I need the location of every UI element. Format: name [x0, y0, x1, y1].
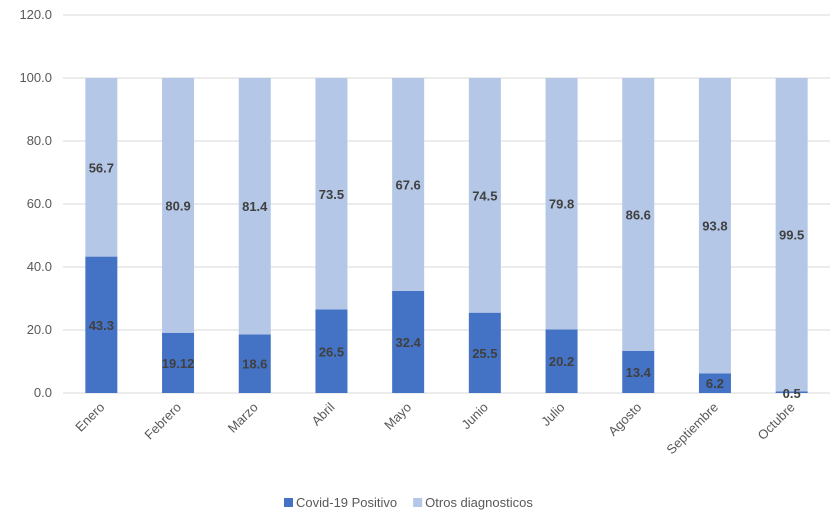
y-tick-label: 20.0	[27, 322, 52, 337]
x-tick-label: Octubre	[754, 400, 797, 443]
bar-segment-otros	[238, 78, 271, 335]
y-tick-label: 80.0	[27, 133, 52, 148]
x-axis-ticks: Enero Febrero Marzo Abril Mayo Junio Julio Agos…	[72, 399, 797, 457]
bar-segment-covid	[392, 290, 425, 393]
data-label: 25.5	[472, 346, 497, 361]
y-tick-label: 40.0	[27, 259, 52, 274]
data-label: 74.5	[472, 188, 497, 203]
x-tick-label: Enero	[72, 400, 107, 435]
data-label: 20.2	[549, 354, 574, 369]
data-label: 0.5	[783, 386, 801, 401]
data-label: 6.2	[706, 376, 724, 391]
bar-segment-covid	[468, 312, 501, 393]
bar-segment-covid	[85, 256, 118, 393]
data-label: 67.6	[395, 177, 420, 192]
x-tick-label: Junio	[458, 400, 491, 433]
bar-segment-otros	[468, 78, 501, 313]
data-label: 93.8	[702, 219, 727, 234]
bar-segment-covid	[315, 309, 348, 393]
data-label: 32.4	[395, 335, 421, 350]
data-label: 56.7	[89, 160, 114, 175]
data-label: 19.12	[162, 356, 195, 371]
bar-segment-covid	[238, 334, 271, 393]
legend-label: Otros diagnosticos	[425, 495, 533, 510]
x-tick-label: Marzo	[225, 400, 261, 436]
data-label: 73.5	[319, 187, 344, 202]
bar-segment-otros	[545, 78, 578, 330]
bars	[85, 77, 808, 393]
data-label: 86.6	[626, 207, 651, 222]
data-label: 43.3	[89, 318, 114, 333]
bar-segment-covid	[775, 391, 808, 393]
data-label: 79.8	[549, 197, 574, 212]
bar-segment-otros	[315, 78, 348, 310]
bar-segment-covid	[162, 332, 195, 393]
x-tick-label: Agosto	[605, 400, 644, 439]
y-tick-label: 0.0	[34, 385, 52, 400]
bar-segment-otros	[85, 78, 118, 257]
data-label: 99.5	[779, 228, 804, 243]
data-label: 13.4	[626, 365, 652, 380]
x-tick-label: Julio	[538, 400, 568, 430]
y-tick-label: 60.0	[27, 196, 52, 211]
x-tick-label: Abril	[309, 399, 338, 428]
bar-segment-otros	[162, 77, 195, 333]
data-label: 80.9	[165, 198, 190, 213]
data-label: 81.4	[242, 199, 268, 214]
data-labels: 43.3 56.7 19.12 80.9 18.6 81.4 26.5 73.5 32.4 67.…	[89, 160, 805, 401]
bar-segment-covid	[545, 329, 578, 393]
legend-swatch	[284, 498, 293, 507]
data-label: 18.6	[242, 357, 267, 372]
bar-segment-otros	[392, 78, 425, 291]
bar-segment-otros	[622, 78, 655, 351]
x-tick-label: Septiembre	[663, 400, 721, 458]
legend-swatch	[413, 498, 423, 507]
x-tick-label: Febrero	[141, 400, 184, 443]
bar-segment-otros	[698, 78, 731, 374]
y-tick-label: 120.0	[19, 7, 52, 22]
legend: Covid-19 Positivo Otros diagnosticos	[284, 495, 533, 510]
legend-label: Covid-19 Positivo	[296, 495, 397, 510]
y-axis-ticks: 0.0 20.0 40.0 60.0 80.0 100.0 120.0	[19, 7, 52, 400]
bar-segment-covid	[622, 350, 655, 393]
y-tick-label: 100.0	[19, 70, 52, 85]
bar-segment-otros	[775, 78, 808, 392]
bar-segment-covid	[698, 373, 731, 393]
data-label: 26.5	[319, 344, 344, 359]
x-tick-label: Mayo	[381, 400, 414, 433]
